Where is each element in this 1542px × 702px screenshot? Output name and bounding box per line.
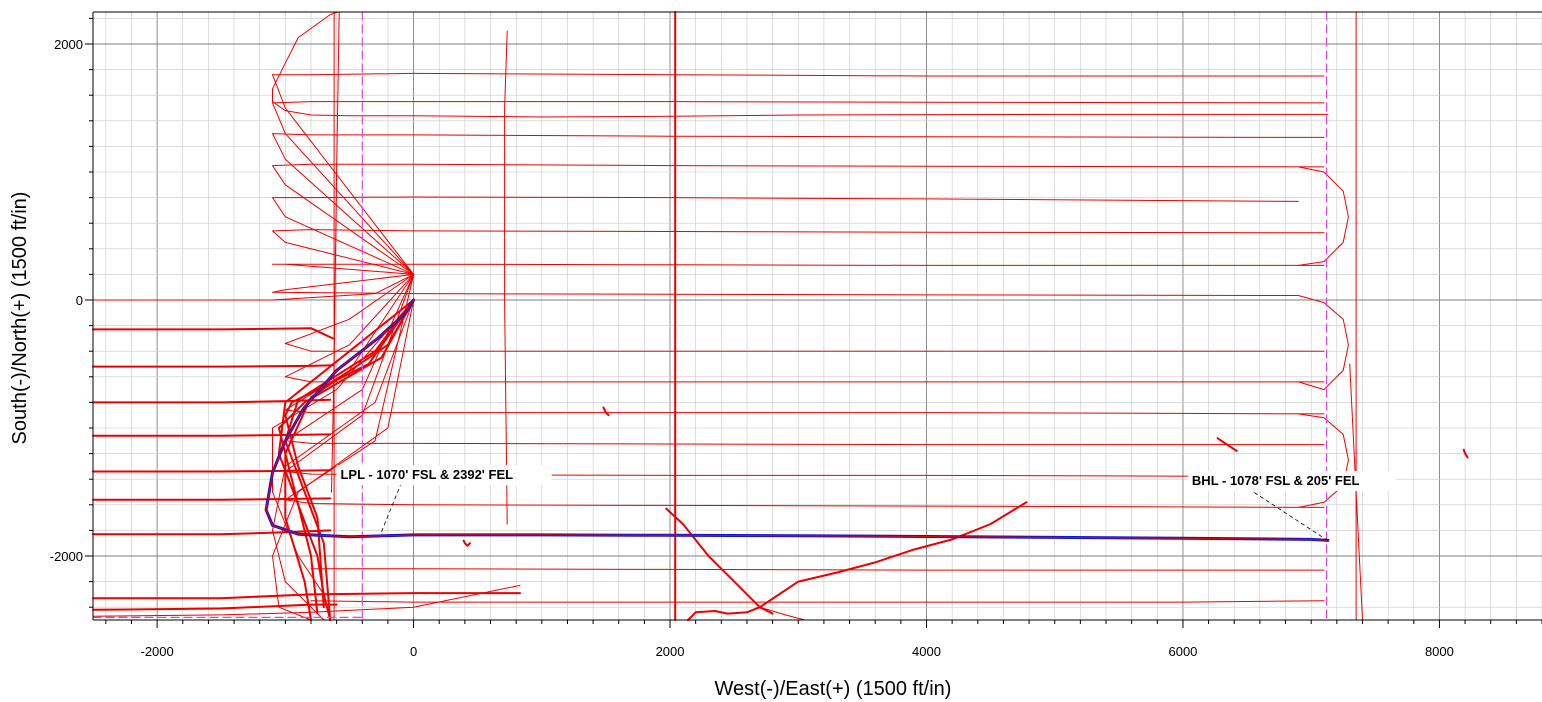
offset-well-path-53 bbox=[1216, 437, 1238, 452]
offset-well-path-29 bbox=[504, 30, 508, 525]
offset-well-path-44 bbox=[277, 299, 415, 615]
offset-well-path-14 bbox=[272, 229, 1325, 275]
offset-well-path-24 bbox=[310, 568, 1325, 571]
x-tick-label: -2000 bbox=[140, 644, 173, 659]
offset-well-path-56 bbox=[1462, 448, 1469, 459]
offset-well-path-22 bbox=[284, 273, 1325, 478]
annotation-box-0 bbox=[336, 465, 552, 486]
offset-well-path-12 bbox=[272, 163, 1325, 275]
annotation-label-0: LPL - 1070' FSL & 2392' FEL bbox=[340, 467, 513, 482]
y-axis-title: South(-)/North(+) (1500 ft/in) bbox=[9, 192, 31, 445]
offset-well-path-49 bbox=[665, 507, 761, 609]
offset-well-path-50 bbox=[758, 501, 1028, 609]
offset-well-path-54 bbox=[602, 406, 610, 417]
offset-well-path-48 bbox=[272, 299, 415, 621]
annotations: LPL - 1070' FSL & 2392' FEL BHL - 1078' F… bbox=[336, 465, 1396, 541]
offset-well-path-45 bbox=[284, 299, 415, 621]
offset-well-path-17 bbox=[92, 273, 415, 301]
y-tick-label: -2000 bbox=[50, 549, 83, 564]
offset-well-path-40 bbox=[92, 584, 521, 617]
offset-well-path-15 bbox=[272, 263, 1325, 275]
well-paths bbox=[92, 11, 1469, 621]
offset-well-path-27 bbox=[1297, 295, 1349, 391]
offset-well-path-8 bbox=[272, 11, 1329, 118]
offset-well-path-25 bbox=[310, 600, 1325, 603]
offset-well-path-32 bbox=[92, 364, 334, 368]
offset-well-path-47 bbox=[272, 299, 415, 621]
offset-well-path-30 bbox=[331, 11, 340, 493]
annotation-label-1: BHL - 1078' FSL & 205' FEL bbox=[1192, 473, 1360, 488]
offset-well-path-13 bbox=[272, 196, 1299, 275]
offset-well-path-55 bbox=[462, 539, 471, 547]
offset-well-path-38 bbox=[92, 592, 521, 600]
subject-well-centerline bbox=[265, 299, 1328, 541]
offset-well-path-46 bbox=[272, 299, 415, 621]
axis-ticks: -2000 0 2000 4000 6000 8000 -2000 0 2000 bbox=[50, 17, 1542, 659]
offset-well-path-52 bbox=[759, 606, 806, 621]
plot-frame bbox=[92, 11, 1542, 621]
offset-well-path-36 bbox=[92, 497, 332, 501]
x-tick-label: 8000 bbox=[1425, 644, 1454, 659]
offset-well-path-51 bbox=[687, 606, 774, 621]
offset-well-path-7 bbox=[1349, 363, 1363, 621]
offset-well-path-26 bbox=[1297, 166, 1349, 266]
annotation-leader-1 bbox=[1251, 490, 1329, 541]
offset-well-path-31 bbox=[92, 327, 334, 340]
offset-well-path-18 bbox=[284, 273, 1325, 352]
offset-well-path-16 bbox=[272, 273, 1299, 296]
offset-well-path-20 bbox=[284, 273, 1325, 415]
offset-well-path-23 bbox=[284, 273, 1325, 508]
x-tick-label: 6000 bbox=[1168, 644, 1197, 659]
annotation-leader-0 bbox=[381, 485, 401, 532]
y-tick-label: 2000 bbox=[54, 37, 83, 52]
grid bbox=[93, 12, 1542, 620]
offset-well-path-28 bbox=[1297, 413, 1349, 508]
offset-well-path-42 bbox=[284, 299, 415, 621]
y-tick-label: 0 bbox=[76, 293, 83, 308]
x-axis-title: West(-)/East(+) (1500 ft/in) bbox=[715, 678, 952, 700]
offset-well-path-34 bbox=[92, 433, 332, 437]
offset-well-path-10 bbox=[272, 101, 1325, 275]
annotation-box-1 bbox=[1187, 470, 1396, 491]
offset-well-path-35 bbox=[92, 469, 332, 473]
x-tick-label: 2000 bbox=[656, 644, 685, 659]
offset-well-path-19 bbox=[284, 273, 1325, 383]
x-tick-label: 4000 bbox=[912, 644, 941, 659]
x-tick-label: 0 bbox=[410, 644, 417, 659]
